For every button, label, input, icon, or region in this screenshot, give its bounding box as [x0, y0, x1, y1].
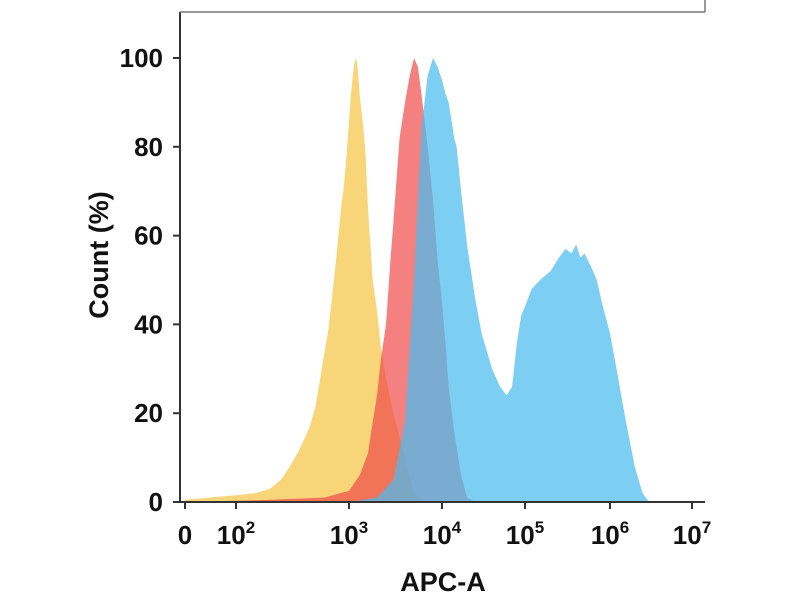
x-axis-title: APC-A: [400, 567, 486, 597]
x-tick-label: 106: [591, 518, 629, 550]
x-tick-label: 0: [178, 520, 192, 550]
x-tick-label: 102: [217, 518, 255, 550]
y-axis-title: Count (%): [84, 191, 114, 318]
y-tick-label: 100: [120, 43, 163, 73]
y-tick-label: 40: [134, 309, 163, 339]
axis-ticks: 0 20 40 60 80 100 0 102 103 104 105 106 107: [120, 43, 712, 550]
x-tick-label: 104: [423, 518, 462, 550]
y-tick-label: 20: [134, 398, 163, 428]
histogram-series-group: [185, 58, 655, 502]
y-tick-label: 0: [149, 487, 163, 517]
y-tick-label: 60: [134, 221, 163, 251]
x-tick-label: 103: [330, 518, 368, 550]
y-tick-label: 80: [134, 132, 163, 162]
x-tick-label: 105: [506, 518, 544, 550]
x-tick-label: 107: [673, 518, 711, 550]
histogram-series-2: [185, 58, 475, 502]
histogram-series-3: [185, 58, 655, 502]
